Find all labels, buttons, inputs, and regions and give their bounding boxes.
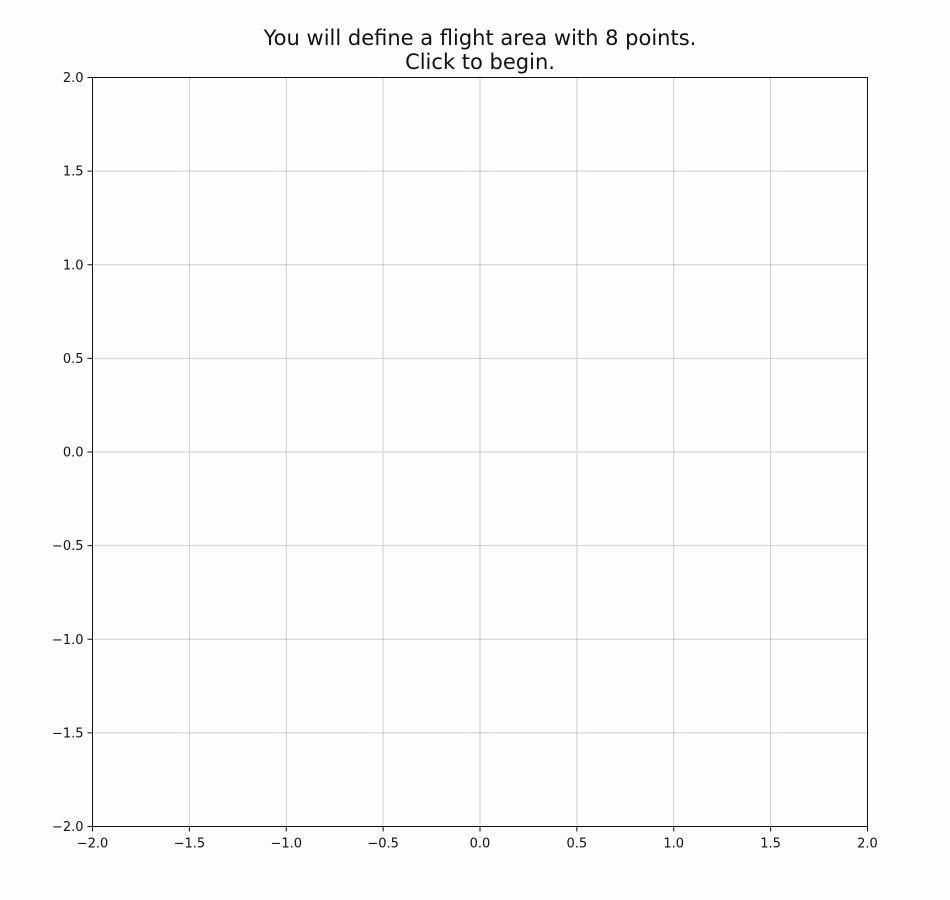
x-tick-label: 0.0	[470, 837, 491, 852]
x-tick-label: 2.0	[857, 837, 878, 852]
x-tick-label: 0.5	[567, 837, 588, 852]
y-tick-label: −1.5	[52, 726, 84, 741]
y-tick-label: −2.0	[52, 820, 84, 835]
y-tick-label: 2.0	[63, 71, 84, 86]
y-tick-label: 0.0	[63, 446, 84, 461]
x-tick-label: 1.5	[760, 837, 781, 852]
axes-border	[92, 77, 868, 827]
title-line-2: Click to begin.	[405, 50, 555, 74]
chart-title: You will define a flight area with 8 poi…	[263, 26, 697, 74]
y-axis: −2.0 −1.5 −1.0 −0.5 0.0 0.5 1.0 1.5 2.0	[52, 71, 93, 835]
x-tick-label: 1.0	[663, 837, 684, 852]
y-tick-label: 1.0	[63, 258, 84, 273]
x-tick-label: −1.0	[270, 837, 302, 852]
x-tick-label: −1.5	[174, 837, 206, 852]
y-tick-label: 0.5	[63, 352, 84, 367]
x-tick-label: −2.0	[77, 837, 109, 852]
title-line-1: You will define a flight area with 8 poi…	[263, 26, 697, 50]
x-tick-label: −0.5	[367, 837, 399, 852]
grid-lines	[92, 77, 868, 827]
x-axis: −2.0 −1.5 −1.0 −0.5 0.0 0.5 1.0 1.5 2.0	[77, 826, 878, 852]
y-tick-label: −0.5	[52, 539, 84, 554]
y-tick-label: 1.5	[63, 165, 84, 180]
y-tick-label: −1.0	[52, 633, 84, 648]
